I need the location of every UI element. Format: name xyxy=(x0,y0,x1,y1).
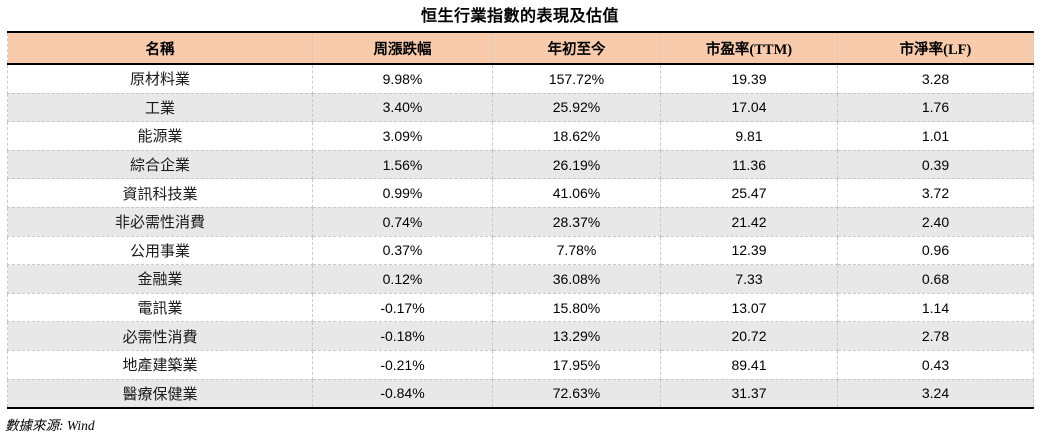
cell-pb-lf: 3.24 xyxy=(837,378,1034,410)
cell-pb-lf: 0.68 xyxy=(837,264,1034,294)
cell-pe-ttm: 17.04 xyxy=(660,92,838,123)
cell-weekly-change: 3.09% xyxy=(312,121,493,151)
table-row: 工業 3.40% 25.92% 17.04 1.76 xyxy=(7,92,1034,123)
cell-weekly-change: -0.84% xyxy=(312,378,493,410)
cell-pe-ttm: 31.37 xyxy=(660,378,838,410)
cell-ytd: 41.06% xyxy=(492,178,661,208)
table-body: 原材料業 9.98% 157.72% 19.39 3.28 工業 3.40% 25.92% 17… xyxy=(7,63,1034,410)
cell-pe-ttm: 9.81 xyxy=(660,121,838,151)
table-row: 必需性消費 -0.18% 13.29% 20.72 2.78 xyxy=(7,321,1034,351)
table-row: 能源業 3.09% 18.62% 9.81 1.01 xyxy=(7,121,1034,151)
cell-weekly-change: 0.74% xyxy=(312,206,493,237)
cell-industry-name: 醫療保健業 xyxy=(7,378,313,410)
table-row: 地產建築業 -0.21% 17.95% 89.41 0.43 xyxy=(7,349,1034,380)
cell-weekly-change: 0.99% xyxy=(312,178,493,208)
page-title: 恒生行業指數的表現及估值 xyxy=(420,8,619,25)
cell-weekly-change: -0.17% xyxy=(312,292,493,323)
table-header-row: 名稱 周漲跌幅 年初至今 市盈率(TTM) 市淨率(LF) xyxy=(7,31,1034,65)
cell-industry-name: 地產建築業 xyxy=(7,349,313,380)
cell-ytd: 13.29% xyxy=(492,321,661,351)
cell-pe-ttm: 11.36 xyxy=(660,149,838,180)
cell-pb-lf: 0.39 xyxy=(837,149,1034,180)
cell-pe-ttm: 20.72 xyxy=(660,321,838,351)
cell-ytd: 7.78% xyxy=(492,235,661,266)
cell-pb-lf: 1.76 xyxy=(837,92,1034,123)
cell-pe-ttm: 12.39 xyxy=(660,235,838,266)
column-header-ytd: 年初至今 xyxy=(492,31,661,65)
cell-weekly-change: 0.12% xyxy=(312,264,493,294)
table-row: 公用事業 0.37% 7.78% 12.39 0.96 xyxy=(7,235,1034,266)
cell-pe-ttm: 7.33 xyxy=(660,264,838,294)
cell-pb-lf: 1.14 xyxy=(837,292,1034,323)
cell-pb-lf: 0.96 xyxy=(837,235,1034,266)
table-row: 非必需性消費 0.74% 28.37% 21.42 2.40 xyxy=(7,206,1034,237)
industry-index-table: 名稱 周漲跌幅 年初至今 市盈率(TTM) 市淨率(LF) 原材料業 9.98% 1… xyxy=(7,31,1034,410)
column-header-pb-lf: 市淨率(LF) xyxy=(837,31,1034,65)
cell-pb-lf: 2.78 xyxy=(837,321,1034,351)
cell-industry-name: 綜合企業 xyxy=(7,149,313,180)
cell-ytd: 18.62% xyxy=(492,121,661,151)
cell-ytd: 36.08% xyxy=(492,264,661,294)
cell-industry-name: 資訊科技業 xyxy=(7,178,313,208)
column-header-pe-ttm: 市盈率(TTM) xyxy=(660,31,838,65)
column-header-weekly-change: 周漲跌幅 xyxy=(312,31,493,65)
cell-pe-ttm: 19.39 xyxy=(660,63,838,94)
table-row: 醫療保健業 -0.84% 72.63% 31.37 3.24 xyxy=(7,378,1034,410)
cell-industry-name: 電訊業 xyxy=(7,292,313,323)
cell-pe-ttm: 21.42 xyxy=(660,206,838,237)
cell-ytd: 72.63% xyxy=(492,378,661,410)
cell-pb-lf: 2.40 xyxy=(837,206,1034,237)
cell-pe-ttm: 13.07 xyxy=(660,292,838,323)
table-row: 金融業 0.12% 36.08% 7.33 0.68 xyxy=(7,264,1034,294)
cell-ytd: 17.95% xyxy=(492,349,661,380)
cell-weekly-change: 3.40% xyxy=(312,92,493,123)
cell-industry-name: 工業 xyxy=(7,92,313,123)
cell-pb-lf: 0.43 xyxy=(837,349,1034,380)
cell-pb-lf: 3.28 xyxy=(837,63,1034,94)
cell-pb-lf: 1.01 xyxy=(837,121,1034,151)
cell-pb-lf: 3.72 xyxy=(837,178,1034,208)
cell-weekly-change: 9.98% xyxy=(312,63,493,94)
cell-industry-name: 非必需性消費 xyxy=(7,206,313,237)
column-header-name: 名稱 xyxy=(7,31,313,65)
cell-industry-name: 必需性消費 xyxy=(7,321,313,351)
cell-ytd: 15.80% xyxy=(492,292,661,323)
cell-industry-name: 原材料業 xyxy=(7,63,313,94)
cell-pe-ttm: 89.41 xyxy=(660,349,838,380)
cell-weekly-change: 0.37% xyxy=(312,235,493,266)
cell-industry-name: 金融業 xyxy=(7,264,313,294)
table-row: 原材料業 9.98% 157.72% 19.39 3.28 xyxy=(7,63,1034,94)
cell-ytd: 25.92% xyxy=(492,92,661,123)
cell-pe-ttm: 25.47 xyxy=(660,178,838,208)
cell-ytd: 157.72% xyxy=(492,63,661,94)
cell-industry-name: 能源業 xyxy=(7,121,313,151)
table-row: 電訊業 -0.17% 15.80% 13.07 1.14 xyxy=(7,292,1034,323)
cell-weekly-change: -0.18% xyxy=(312,321,493,351)
table-row: 資訊科技業 0.99% 41.06% 25.47 3.72 xyxy=(7,178,1034,208)
table-row: 綜合企業 1.56% 26.19% 11.36 0.39 xyxy=(7,149,1034,180)
cell-weekly-change: -0.21% xyxy=(312,349,493,380)
cell-weekly-change: 1.56% xyxy=(312,149,493,180)
cell-ytd: 28.37% xyxy=(492,206,661,237)
data-source-note: 數據來源: Wind xyxy=(5,418,95,434)
report-figure: 恒生行業指數的表現及估值 名稱 周漲跌幅 年初至今 市盈率(TTM) 市淨率(L… xyxy=(5,8,1034,433)
cell-industry-name: 公用事業 xyxy=(7,235,313,266)
cell-ytd: 26.19% xyxy=(492,149,661,180)
